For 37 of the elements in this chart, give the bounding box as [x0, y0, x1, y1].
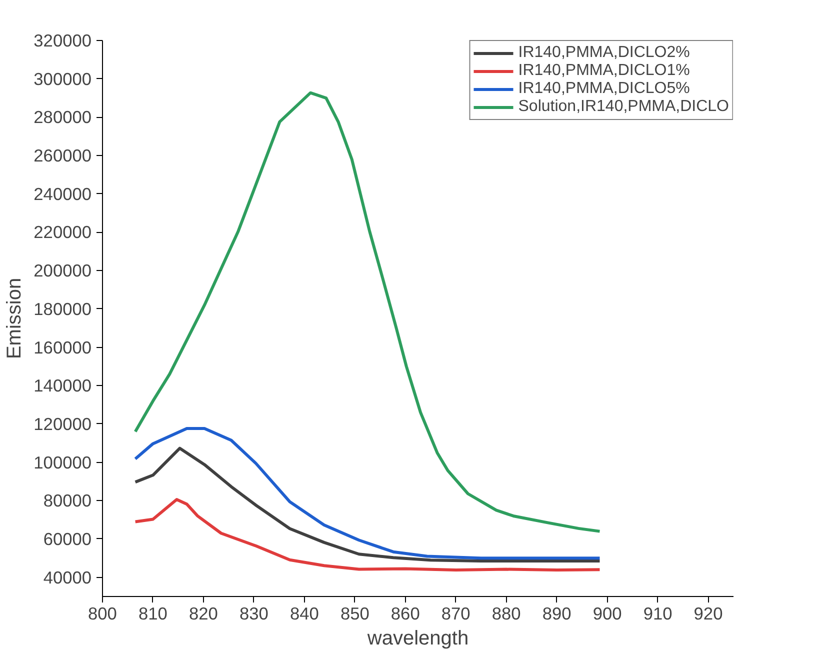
y-tick-label: 180000 [34, 298, 92, 319]
y-tick-label: 300000 [34, 68, 92, 89]
y-tick-label: 100000 [34, 452, 92, 472]
x-tick-label: 880 [492, 604, 521, 624]
y-tick-label: 260000 [34, 146, 92, 166]
line-series [134, 498, 602, 572]
legend-label: IR140,PMMA,DICLO5% [518, 80, 690, 98]
x-tick-label: 820 [189, 604, 218, 624]
line-series [134, 446, 602, 563]
legend-label: IR140,PMMA,DICLO1% [518, 62, 690, 80]
x-tick-label: 920 [694, 604, 723, 624]
y-tick-label: 320000 [34, 30, 92, 50]
x-tick-label: 810 [138, 604, 168, 624]
y-tick-label: 60000 [43, 528, 92, 549]
y-tick-label: 120000 [34, 414, 92, 434]
y-tick-label: 40000 [43, 567, 92, 588]
x-tick-label: 850 [340, 604, 370, 624]
x-tick-label: 870 [441, 604, 470, 624]
x-tick-label: 800 [88, 604, 117, 624]
x-tick-label: 900 [592, 604, 622, 624]
y-tick-label: 240000 [34, 184, 92, 204]
x-tick-label: 890 [542, 604, 572, 624]
x-tick-label: 840 [290, 604, 319, 624]
line-series [134, 427, 602, 560]
legend-label: IR140,PMMA,DICLO2% [518, 44, 690, 62]
x-tick-label: 830 [239, 604, 268, 624]
y-tick-label: 80000 [43, 490, 92, 511]
x-tick-label: 860 [390, 604, 420, 624]
x-tick-label: 910 [643, 604, 672, 624]
y-axis-title: Emission [4, 278, 26, 360]
y-tick-label: 220000 [34, 222, 92, 242]
y-tick-label: 200000 [34, 260, 92, 281]
y-tick-label: 140000 [34, 376, 92, 396]
x-axis-title: wavelength [366, 628, 469, 650]
legend-label: Solution,IR140,PMMA,DICLO [518, 98, 729, 116]
y-tick-label: 280000 [34, 107, 92, 128]
y-tick-label: 160000 [34, 337, 92, 358]
